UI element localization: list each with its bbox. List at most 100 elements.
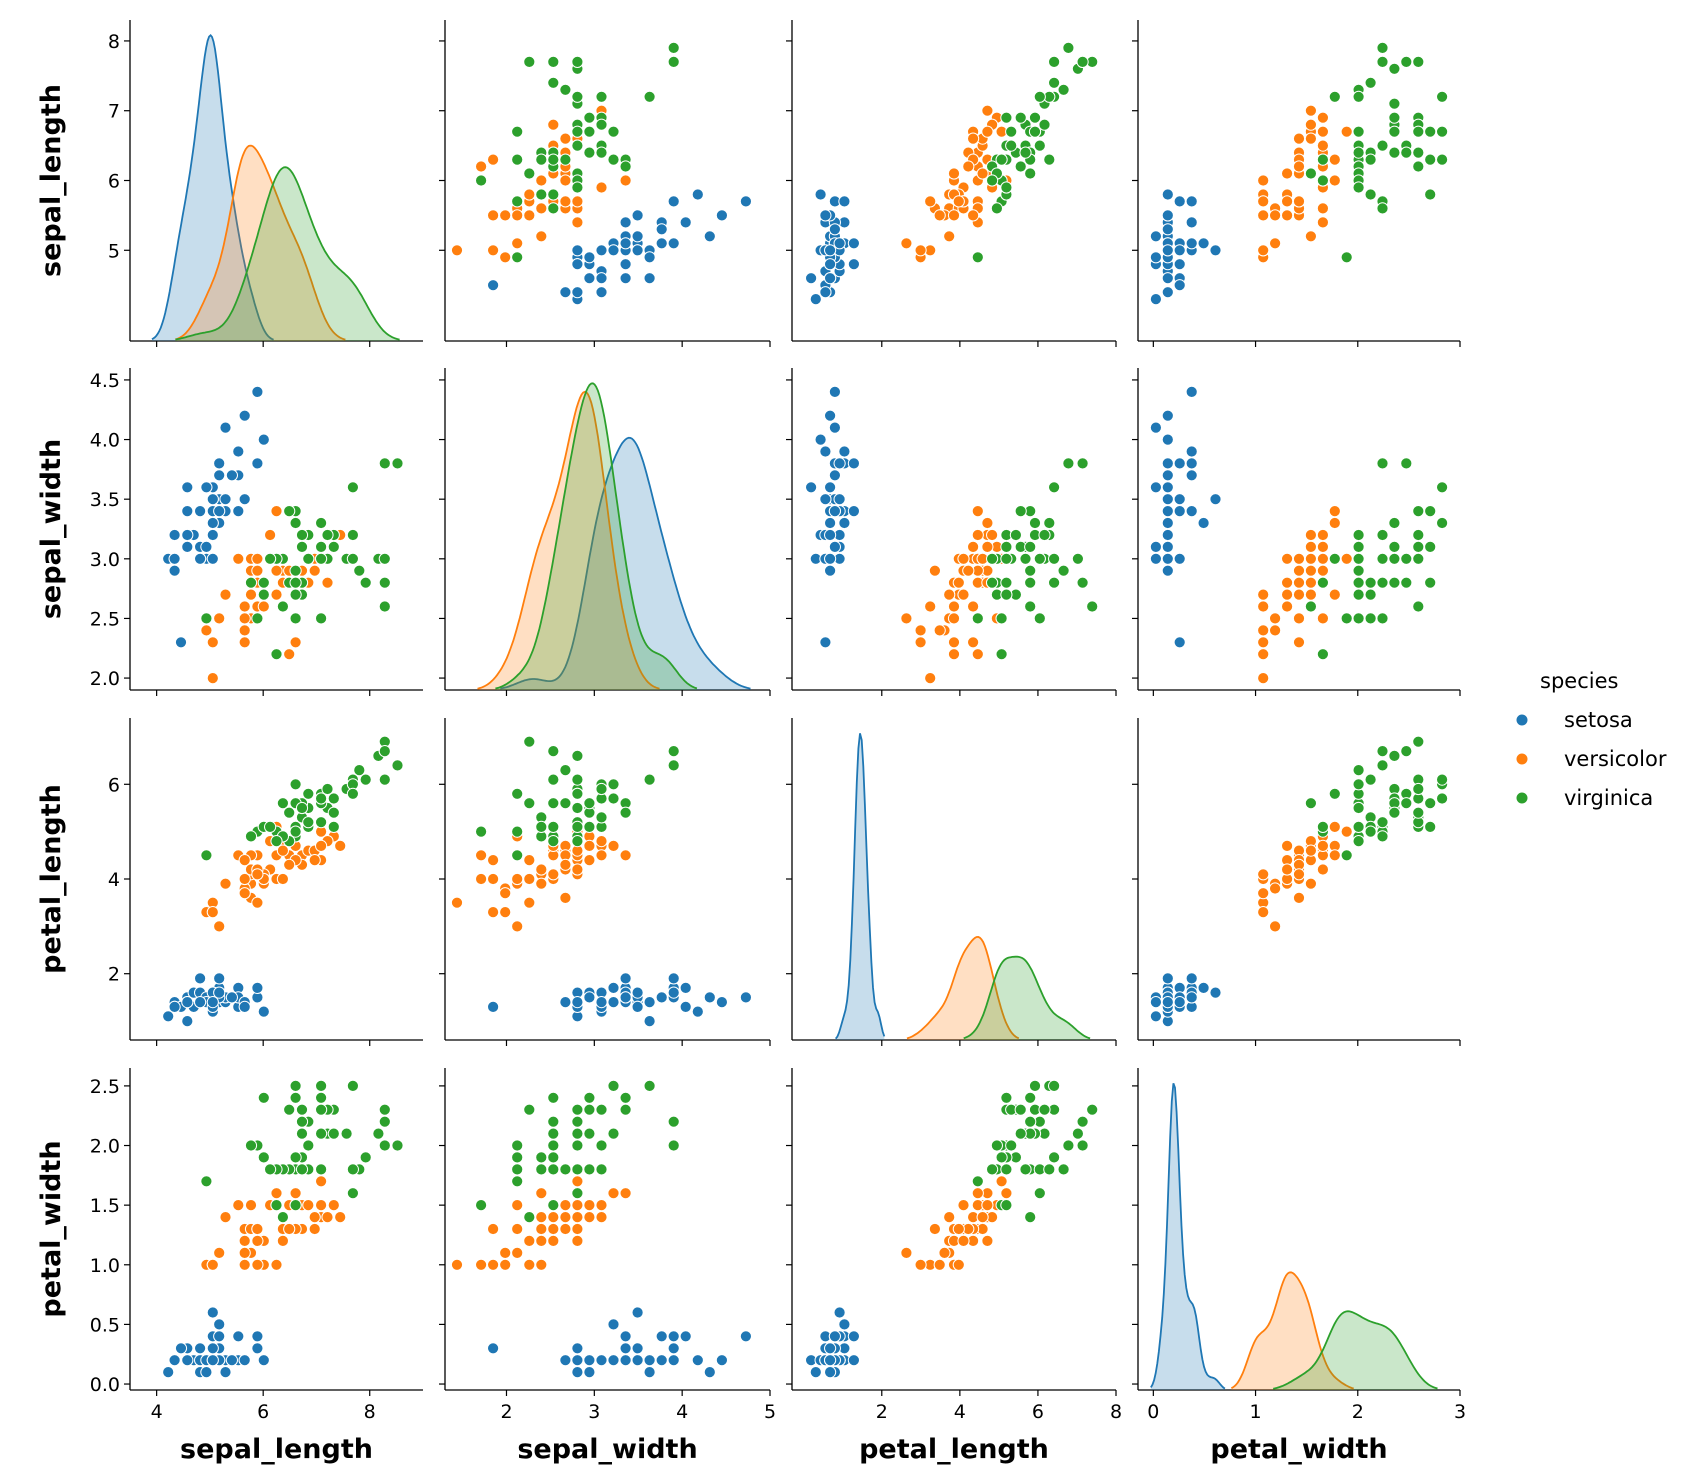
point-setosa xyxy=(1161,540,1174,554)
point-virginica xyxy=(535,1163,548,1176)
point-setosa xyxy=(1209,244,1222,257)
point-virginica xyxy=(571,1127,584,1140)
point-setosa xyxy=(1185,991,1198,1004)
point-setosa xyxy=(1173,195,1186,208)
point-virginica xyxy=(257,576,270,589)
point-virginica xyxy=(571,773,584,786)
point-versicolor xyxy=(571,1175,584,1188)
point-virginica xyxy=(1352,552,1365,565)
point-virginica xyxy=(1352,576,1365,589)
point-virginica xyxy=(315,540,328,554)
point-setosa xyxy=(1161,188,1174,201)
point-versicolor xyxy=(499,1246,512,1260)
point-virginica xyxy=(607,1127,620,1140)
point-versicolor xyxy=(1304,540,1318,554)
point-versicolor xyxy=(232,1199,245,1212)
point-versicolor xyxy=(1304,877,1318,890)
y-tick-label: 1.5 xyxy=(90,1195,120,1217)
point-setosa xyxy=(619,1354,632,1367)
point-setosa xyxy=(828,540,842,554)
point-virginica xyxy=(1364,188,1377,201)
panel-petal_width-vs-petal_width: 0 1 2 3 petal_width xyxy=(1132,1068,1466,1465)
point-virginica xyxy=(1352,528,1365,542)
point-versicolor xyxy=(283,1222,296,1236)
point-virginica xyxy=(511,125,524,138)
point-versicolor xyxy=(535,1187,548,1200)
point-virginica xyxy=(571,1139,584,1152)
kde-line-setosa xyxy=(1150,1082,1226,1390)
point-virginica xyxy=(340,1127,353,1140)
point-virginica xyxy=(511,153,524,166)
point-virginica xyxy=(1412,125,1425,138)
point-virginica xyxy=(571,125,584,138)
point-versicolor xyxy=(289,1187,302,1200)
point-virginica xyxy=(523,735,536,748)
point-versicolor xyxy=(523,854,536,867)
point-virginica xyxy=(571,801,584,815)
point-virginica xyxy=(1048,576,1061,589)
point-virginica xyxy=(523,55,536,69)
point-setosa xyxy=(206,1342,219,1355)
point-setosa xyxy=(1173,258,1186,271)
point-virginica xyxy=(1388,806,1401,819)
point-setosa xyxy=(715,996,729,1009)
point-versicolor xyxy=(547,868,560,881)
point-versicolor xyxy=(952,1222,965,1236)
point-versicolor xyxy=(559,858,572,871)
point-setosa xyxy=(1161,223,1174,236)
point-virginica xyxy=(315,1079,328,1093)
point-virginica xyxy=(1400,146,1413,159)
point-virginica xyxy=(346,787,359,800)
kde-line-versicolor xyxy=(906,935,1020,1040)
point-virginica xyxy=(1048,76,1061,89)
point-versicolor xyxy=(499,209,512,222)
point-virginica xyxy=(971,251,984,264)
point-setosa xyxy=(200,1366,213,1379)
point-virginica xyxy=(571,1163,584,1176)
point-virginica xyxy=(289,588,302,601)
point-virginica xyxy=(270,1199,283,1212)
point-versicolor xyxy=(559,891,572,905)
point-setosa xyxy=(1149,293,1163,306)
point-virginica xyxy=(643,1079,656,1093)
point-virginica xyxy=(1436,516,1449,530)
point-virginica xyxy=(1048,1079,1061,1093)
point-virginica xyxy=(583,125,596,138)
point-versicolor xyxy=(967,600,980,613)
point-setosa xyxy=(1185,385,1198,398)
point-setosa xyxy=(200,481,213,494)
point-virginica xyxy=(346,1079,359,1093)
point-virginica xyxy=(523,1103,536,1116)
point-virginica xyxy=(315,1127,328,1140)
point-setosa xyxy=(1173,244,1186,257)
point-versicolor xyxy=(1292,891,1306,905)
point-virginica xyxy=(571,1187,584,1200)
point-setosa xyxy=(194,972,207,985)
point-setosa xyxy=(679,216,692,229)
point-virginica xyxy=(1038,528,1051,542)
point-virginica xyxy=(583,820,596,834)
point-versicolor xyxy=(1316,216,1330,229)
point-versicolor xyxy=(559,1199,572,1212)
point-virginica xyxy=(327,820,340,834)
point-versicolor xyxy=(1269,237,1282,250)
point-virginica xyxy=(359,773,372,786)
point-setosa xyxy=(181,505,194,518)
point-virginica xyxy=(1340,251,1353,264)
x-axis-title: petal_width xyxy=(1210,1434,1387,1465)
point-versicolor xyxy=(943,1211,956,1224)
legend-marker-virginica xyxy=(1515,791,1529,805)
point-setosa xyxy=(739,195,753,208)
point-virginica xyxy=(1364,153,1377,166)
point-versicolor xyxy=(967,636,980,649)
point-versicolor xyxy=(976,1211,989,1224)
point-virginica xyxy=(391,457,404,470)
point-setosa xyxy=(655,223,668,236)
panel-petal_length-vs-sepal_width xyxy=(439,718,771,1046)
point-setosa xyxy=(194,1342,207,1355)
point-virginica xyxy=(1424,576,1437,589)
x-tick-label: 6 xyxy=(1032,1401,1044,1423)
point-virginica xyxy=(1062,41,1075,55)
point-setosa xyxy=(809,1366,822,1379)
